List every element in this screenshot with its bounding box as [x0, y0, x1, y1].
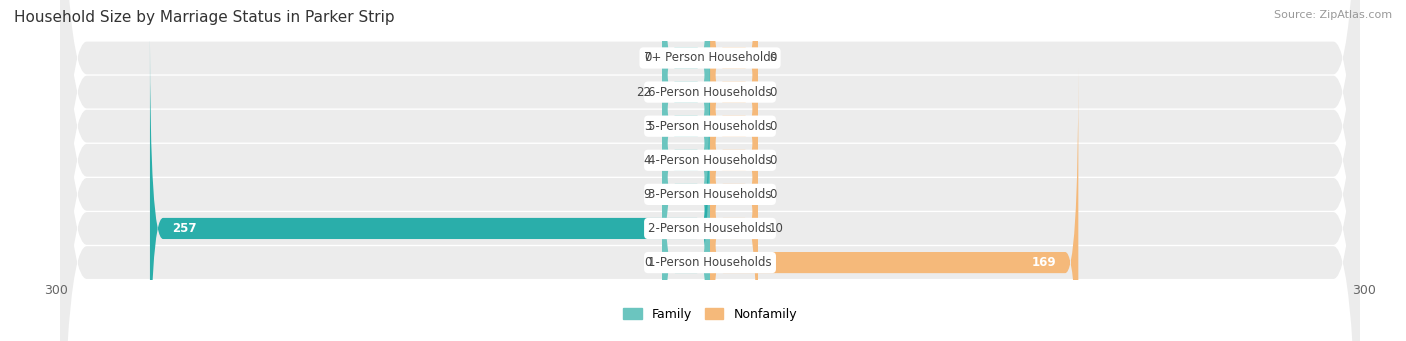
FancyBboxPatch shape [60, 0, 1360, 341]
Text: 7+ Person Households: 7+ Person Households [644, 51, 776, 64]
FancyBboxPatch shape [710, 0, 758, 320]
Text: 5-Person Households: 5-Person Households [648, 120, 772, 133]
Text: 257: 257 [172, 222, 197, 235]
Text: Household Size by Marriage Status in Parker Strip: Household Size by Marriage Status in Par… [14, 10, 395, 25]
FancyBboxPatch shape [60, 0, 1360, 341]
FancyBboxPatch shape [662, 0, 710, 286]
Text: 1-Person Households: 1-Person Households [648, 256, 772, 269]
Text: 0: 0 [769, 86, 776, 99]
FancyBboxPatch shape [60, 0, 1360, 341]
FancyBboxPatch shape [710, 0, 758, 286]
Text: 10: 10 [769, 222, 783, 235]
FancyBboxPatch shape [60, 0, 1360, 341]
Text: 22: 22 [636, 86, 651, 99]
FancyBboxPatch shape [662, 0, 710, 341]
FancyBboxPatch shape [710, 0, 758, 252]
FancyBboxPatch shape [710, 69, 1078, 341]
FancyBboxPatch shape [662, 0, 710, 341]
Text: 4-Person Households: 4-Person Households [648, 154, 772, 167]
Text: 169: 169 [1032, 256, 1056, 269]
Text: 6-Person Households: 6-Person Households [648, 86, 772, 99]
FancyBboxPatch shape [662, 0, 710, 252]
FancyBboxPatch shape [710, 34, 758, 341]
Text: 0: 0 [769, 188, 776, 201]
FancyBboxPatch shape [710, 0, 758, 341]
FancyBboxPatch shape [60, 0, 1360, 341]
Text: 3: 3 [644, 120, 651, 133]
FancyBboxPatch shape [710, 0, 758, 341]
Text: 2-Person Households: 2-Person Households [648, 222, 772, 235]
Text: 0: 0 [769, 154, 776, 167]
Text: Source: ZipAtlas.com: Source: ZipAtlas.com [1274, 10, 1392, 20]
Text: 0: 0 [769, 120, 776, 133]
FancyBboxPatch shape [60, 0, 1360, 341]
Text: 3-Person Households: 3-Person Households [648, 188, 772, 201]
FancyBboxPatch shape [60, 0, 1360, 341]
FancyBboxPatch shape [662, 0, 710, 320]
Text: 0: 0 [644, 256, 651, 269]
Legend: Family, Nonfamily: Family, Nonfamily [619, 303, 801, 326]
FancyBboxPatch shape [150, 34, 710, 341]
Text: 9: 9 [644, 188, 651, 201]
FancyBboxPatch shape [662, 69, 710, 341]
Text: 0: 0 [644, 51, 651, 64]
Text: 4: 4 [644, 154, 651, 167]
Text: 0: 0 [769, 51, 776, 64]
